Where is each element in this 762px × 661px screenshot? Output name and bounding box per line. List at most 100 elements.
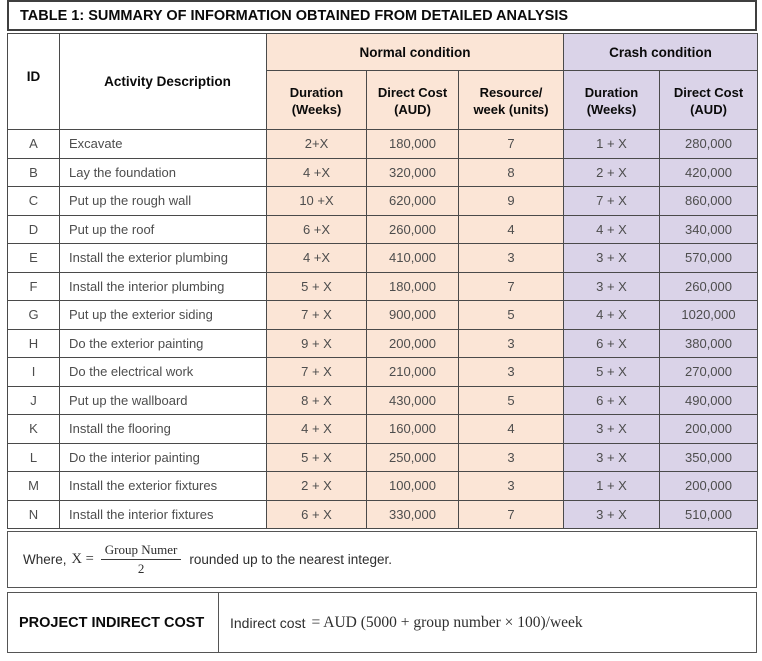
row-crash-duration: 3 + X [563, 271, 660, 301]
row-crash-duration: 4 + X [563, 214, 660, 244]
row-id: G [7, 300, 60, 330]
row-crash-duration: 3 + X [563, 414, 660, 444]
fraction-numerator: Group Numer [100, 542, 182, 560]
row-crash-duration: 6 + X [563, 385, 660, 415]
row-id: C [7, 186, 60, 216]
row-resource-per-week: 3 [458, 328, 564, 358]
row-activity-description: Put up the rough wall [59, 186, 267, 216]
row-crash-duration: 1 + X [563, 129, 660, 159]
row-crash-duration: 4 + X [563, 300, 660, 330]
row-resource-per-week: 7 [458, 271, 564, 301]
table-row: F Install the interior plumbing 5 + X 18… [7, 271, 759, 301]
row-crash-direct-cost: 1020,000 [658, 300, 759, 330]
row-normal-direct-cost: 620,000 [366, 186, 459, 216]
row-normal-direct-cost: 410,000 [366, 243, 459, 273]
row-crash-duration: 6 + X [563, 328, 660, 358]
column-header-activity: Activity Description [59, 33, 267, 130]
row-id: B [7, 157, 60, 187]
where-intro: Where, [23, 552, 67, 567]
summary-table-body: A Excavate 2+X 180,000 7 1 + X 280,000 B… [7, 129, 759, 529]
row-crash-direct-cost: 380,000 [658, 328, 759, 358]
header-line-2: week (units) [473, 101, 549, 117]
row-id: D [7, 214, 60, 244]
row-resource-per-week: 4 [458, 214, 564, 244]
table-row: E Install the exterior plumbing 4 +X 410… [7, 243, 759, 273]
row-normal-duration: 9 + X [266, 328, 367, 358]
header-line-1: Duration [289, 84, 344, 100]
table-row: J Put up the wallboard 8 + X 430,000 5 6… [7, 385, 759, 415]
row-normal-duration: 2 + X [266, 471, 367, 501]
column-header-resource-per-week: Resource/ week (units) [458, 70, 564, 130]
row-resource-per-week: 4 [458, 414, 564, 444]
row-id: A [7, 129, 60, 159]
row-id: J [7, 385, 60, 415]
row-activity-description: Install the interior fixtures [59, 499, 267, 529]
row-normal-duration: 10 +X [266, 186, 367, 216]
row-normal-duration: 6 + X [266, 499, 367, 529]
header-line-2: (Weeks) [586, 101, 637, 117]
table-row: M Install the exterior fixtures 2 + X 10… [7, 471, 759, 501]
row-crash-direct-cost: 280,000 [658, 129, 759, 159]
row-id: K [7, 414, 60, 444]
row-activity-description: Put up the exterior siding [59, 300, 267, 330]
row-normal-duration: 7 + X [266, 300, 367, 330]
row-resource-per-week: 3 [458, 442, 564, 472]
sub-header-row: Duration (Weeks) Direct Cost (AUD) Resou… [8, 70, 759, 130]
row-normal-duration: 8 + X [266, 385, 367, 415]
row-resource-per-week: 3 [458, 471, 564, 501]
table-row: D Put up the roof 6 +X 260,000 4 4 + X 3… [7, 214, 759, 244]
row-crash-duration: 3 + X [563, 442, 660, 472]
row-crash-direct-cost: 570,000 [658, 243, 759, 273]
row-activity-description: Install the interior plumbing [59, 271, 267, 301]
row-resource-per-week: 3 [458, 243, 564, 273]
table-row: I Do the electrical work 7 + X 210,000 3… [7, 357, 759, 387]
row-activity-description: Do the exterior painting [59, 328, 267, 358]
table-row: H Do the exterior painting 9 + X 200,000… [7, 328, 759, 358]
row-id: L [7, 442, 60, 472]
row-activity-description: Excavate [59, 129, 267, 159]
row-crash-direct-cost: 340,000 [658, 214, 759, 244]
row-normal-direct-cost: 160,000 [366, 414, 459, 444]
summary-table: I D Activity Description Normal condition… [7, 33, 759, 529]
row-crash-direct-cost: 490,000 [658, 385, 759, 415]
project-indirect-cost-label: PROJECT INDIRECT COST [8, 593, 219, 652]
row-crash-direct-cost: 200,000 [658, 471, 759, 501]
table-row: B Lay the foundation 4 +X 320,000 8 2 + … [7, 157, 759, 187]
row-normal-duration: 6 +X [266, 214, 367, 244]
row-activity-description: Install the flooring [59, 414, 267, 444]
row-crash-direct-cost: 260,000 [658, 271, 759, 301]
column-header-crash-direct-cost: Direct Cost (AUD) [658, 70, 759, 130]
group-header-crash-condition: Crash condition [562, 33, 759, 71]
row-activity-description: Put up the wallboard [59, 385, 267, 415]
group-header-row: ID Activity Description Normal condition… [7, 33, 759, 130]
row-activity-description: Install the exterior plumbing [59, 243, 267, 273]
row-resource-per-week: 8 [458, 157, 564, 187]
row-id: I [7, 357, 60, 387]
fraction: Group Numer 2 [100, 542, 182, 577]
where-note: Where, X = Group Numer 2 rounded up to t… [7, 531, 757, 588]
row-activity-description: Do the interior painting [59, 442, 267, 472]
group-header-normal-condition: Normal condition [266, 33, 564, 71]
table-row: A Excavate 2+X 180,000 7 1 + X 280,000 [7, 129, 759, 159]
table-row: N Install the interior fixtures 6 + X 33… [7, 499, 759, 529]
row-normal-direct-cost: 180,000 [366, 271, 459, 301]
table-title-text: TABLE 1: SUMMARY OF INFORMATION OBTAINED… [20, 7, 569, 24]
row-normal-direct-cost: 210,000 [366, 357, 459, 387]
row-id: M [7, 471, 60, 501]
row-normal-direct-cost: 200,000 [366, 328, 459, 358]
header-line-1: Direct Cost [673, 84, 744, 100]
row-normal-duration: 4 +X [266, 243, 367, 273]
header-line-2: (AUD) [690, 101, 727, 117]
row-crash-duration: 5 + X [563, 357, 660, 387]
table-row: K Install the flooring 4 + X 160,000 4 3… [7, 414, 759, 444]
row-normal-direct-cost: 250,000 [366, 442, 459, 472]
row-normal-direct-cost: 100,000 [366, 471, 459, 501]
table-row: G Put up the exterior siding 7 + X 900,0… [7, 300, 759, 330]
row-normal-direct-cost: 330,000 [366, 499, 459, 529]
header-line-1: Direct Cost [377, 84, 448, 100]
row-normal-direct-cost: 260,000 [366, 214, 459, 244]
column-header-crash-duration: Duration (Weeks) [563, 70, 660, 130]
row-activity-description: Install the exterior fixtures [59, 471, 267, 501]
row-crash-direct-cost: 270,000 [658, 357, 759, 387]
row-normal-direct-cost: 180,000 [366, 129, 459, 159]
